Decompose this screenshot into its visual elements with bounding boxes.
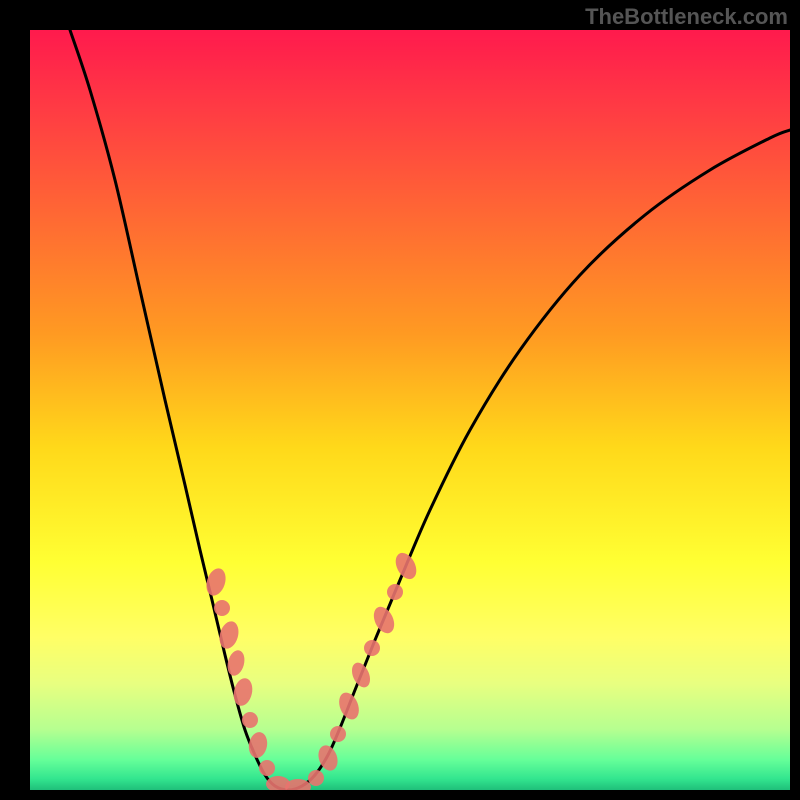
watermark-text: TheBottleneck.com xyxy=(585,4,788,30)
curve-marker xyxy=(391,549,420,582)
curve-layer xyxy=(30,30,790,790)
plot-area xyxy=(30,30,790,790)
curve-marker xyxy=(247,731,270,760)
bottleneck-curve xyxy=(70,30,790,790)
curve-marker xyxy=(231,676,255,707)
curve-marker xyxy=(330,726,346,742)
curve-marker xyxy=(364,640,380,656)
curve-marker xyxy=(285,779,311,790)
curve-marker xyxy=(216,619,241,651)
curve-marker xyxy=(214,600,230,616)
curve-marker xyxy=(348,660,373,690)
curve-marker xyxy=(203,566,229,598)
chart-container: TheBottleneck.com xyxy=(0,0,800,800)
marker-group xyxy=(203,549,420,790)
curve-marker xyxy=(387,584,403,600)
curve-marker xyxy=(259,760,275,776)
curve-marker xyxy=(242,712,258,728)
curve-marker xyxy=(370,603,398,636)
curve-marker xyxy=(335,690,362,723)
curve-marker xyxy=(308,770,324,786)
